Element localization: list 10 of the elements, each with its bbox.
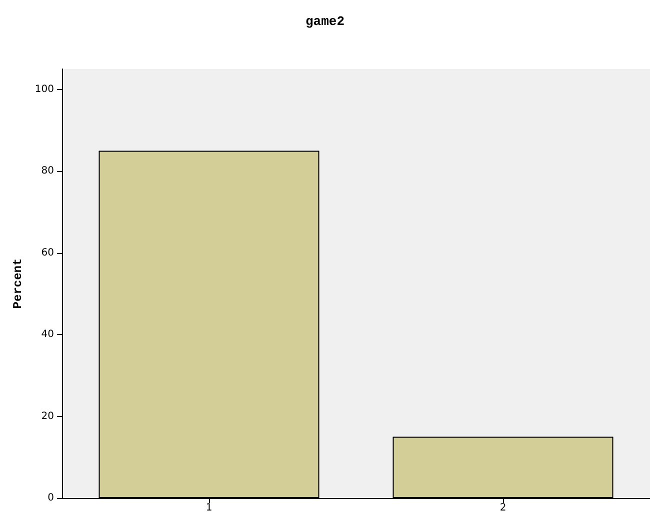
y-tick-label: 20 <box>41 410 54 422</box>
y-tick-label: 80 <box>41 166 54 177</box>
chart-title: game2 <box>305 14 345 29</box>
y-tick-label: 0 <box>48 492 54 504</box>
y-tick-label: 40 <box>41 329 54 340</box>
x-tick-label: 2 <box>500 502 506 514</box>
y-tick-label: 100 <box>34 84 54 95</box>
y-axis-title: Percent <box>11 258 25 309</box>
y-tick-label: 60 <box>41 247 54 258</box>
x-tick-label: 1 <box>206 502 212 514</box>
